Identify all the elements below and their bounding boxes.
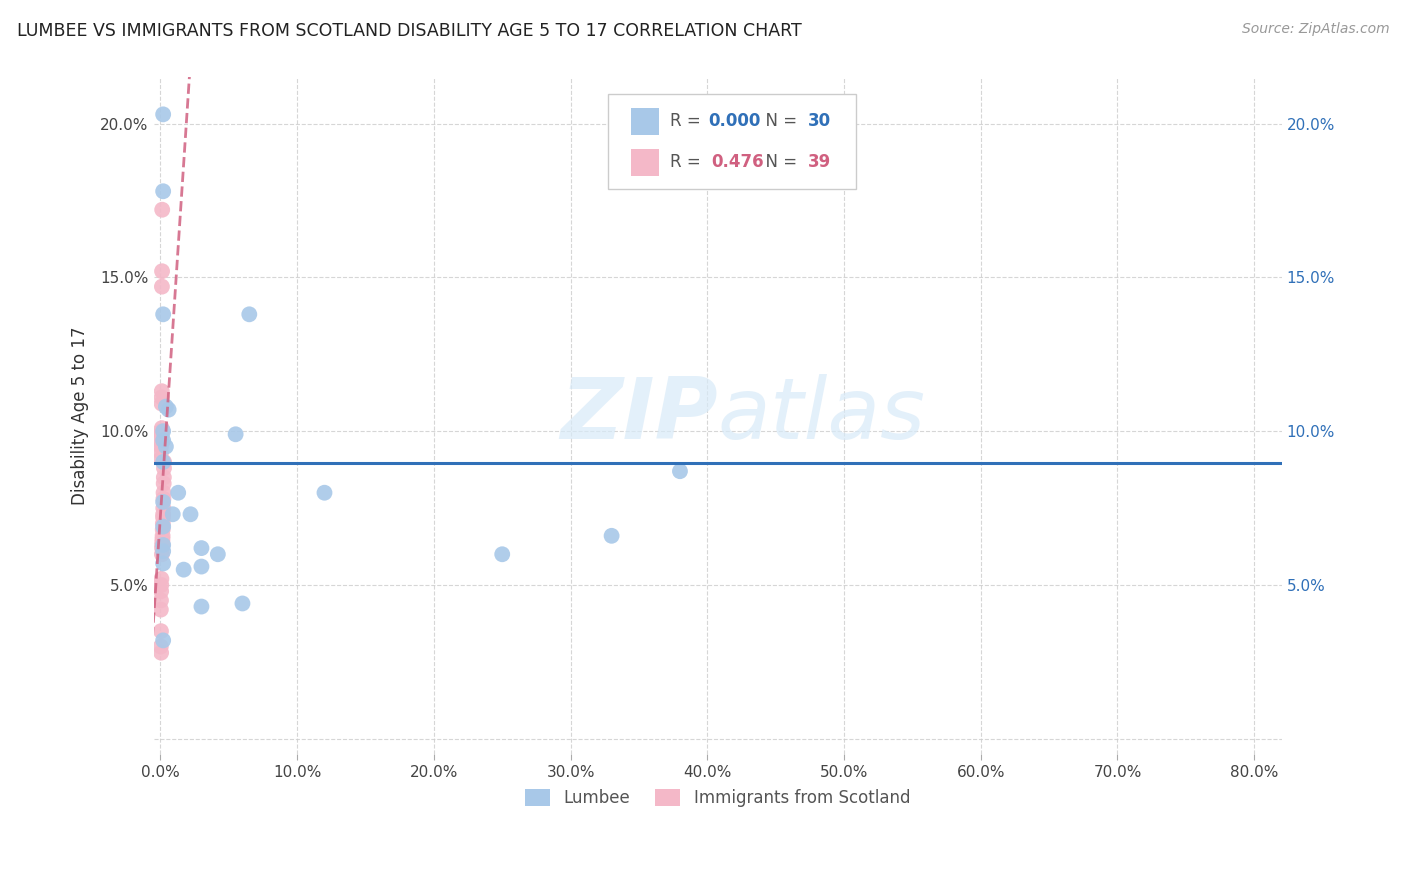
Text: 0.000: 0.000 <box>709 112 761 130</box>
Point <box>152 544 174 558</box>
Point <box>152 495 174 509</box>
Point <box>150 427 173 442</box>
Y-axis label: Disability Age 5 to 17: Disability Age 5 to 17 <box>72 326 89 505</box>
Point <box>152 491 174 506</box>
Point <box>190 541 212 555</box>
Point <box>150 202 173 217</box>
Point <box>152 532 174 546</box>
Text: ZIP: ZIP <box>560 375 717 458</box>
Point <box>314 485 336 500</box>
Point <box>207 547 229 561</box>
Point <box>150 390 173 404</box>
Point <box>150 424 173 438</box>
Point <box>150 584 173 599</box>
Point <box>150 436 173 450</box>
Point <box>152 529 174 543</box>
Point <box>150 384 173 399</box>
Point <box>167 485 190 500</box>
Point <box>190 559 212 574</box>
Bar <box>631 108 659 135</box>
Point <box>173 563 195 577</box>
Point <box>150 430 173 444</box>
Point <box>150 264 173 278</box>
Point <box>150 578 173 592</box>
Point <box>152 501 174 516</box>
Text: 0.476: 0.476 <box>711 153 763 171</box>
Point <box>491 547 513 561</box>
Text: N =: N = <box>755 112 803 130</box>
Point <box>149 640 172 654</box>
Point <box>155 440 177 454</box>
Point <box>150 572 173 586</box>
Point <box>150 440 173 454</box>
Point <box>150 421 173 435</box>
Point <box>149 593 172 607</box>
Point <box>152 510 174 524</box>
Text: R =: R = <box>671 112 706 130</box>
Point <box>150 538 173 552</box>
Point <box>150 279 173 293</box>
Point <box>155 400 177 414</box>
Text: LUMBEE VS IMMIGRANTS FROM SCOTLAND DISABILITY AGE 5 TO 17 CORRELATION CHART: LUMBEE VS IMMIGRANTS FROM SCOTLAND DISAB… <box>17 22 801 40</box>
Point <box>190 599 212 614</box>
Text: Source: ZipAtlas.com: Source: ZipAtlas.com <box>1241 22 1389 37</box>
Point <box>152 485 174 500</box>
Point <box>153 470 176 484</box>
Text: 39: 39 <box>808 153 831 171</box>
Point <box>149 446 172 460</box>
Point <box>162 508 184 522</box>
Text: N =: N = <box>755 153 803 171</box>
Point <box>152 516 174 531</box>
Text: atlas: atlas <box>717 375 925 458</box>
Point <box>225 427 247 442</box>
Point <box>600 529 623 543</box>
Point <box>150 535 173 549</box>
Point <box>149 602 172 616</box>
Point <box>149 451 172 466</box>
Point <box>152 455 174 469</box>
Point <box>152 434 174 448</box>
Point <box>150 547 173 561</box>
FancyBboxPatch shape <box>609 95 856 189</box>
Point <box>150 541 173 555</box>
Point <box>152 538 174 552</box>
Point <box>153 461 176 475</box>
Point <box>231 597 253 611</box>
Point <box>152 307 174 321</box>
Point <box>149 624 172 639</box>
Point <box>150 396 173 410</box>
Point <box>152 508 174 522</box>
Point <box>152 523 174 537</box>
Point <box>150 646 173 660</box>
Point <box>238 307 260 321</box>
Point <box>157 402 180 417</box>
Point <box>152 476 174 491</box>
Text: 30: 30 <box>808 112 831 130</box>
Point <box>152 519 174 533</box>
Point <box>152 107 174 121</box>
Point <box>152 633 174 648</box>
Point <box>152 424 174 438</box>
Point <box>152 184 174 198</box>
Point <box>152 557 174 571</box>
Point <box>179 508 201 522</box>
Legend: Lumbee, Immigrants from Scotland: Lumbee, Immigrants from Scotland <box>519 782 917 814</box>
Point <box>153 455 176 469</box>
Text: R =: R = <box>671 153 711 171</box>
Bar <box>631 148 659 176</box>
Point <box>669 464 692 478</box>
